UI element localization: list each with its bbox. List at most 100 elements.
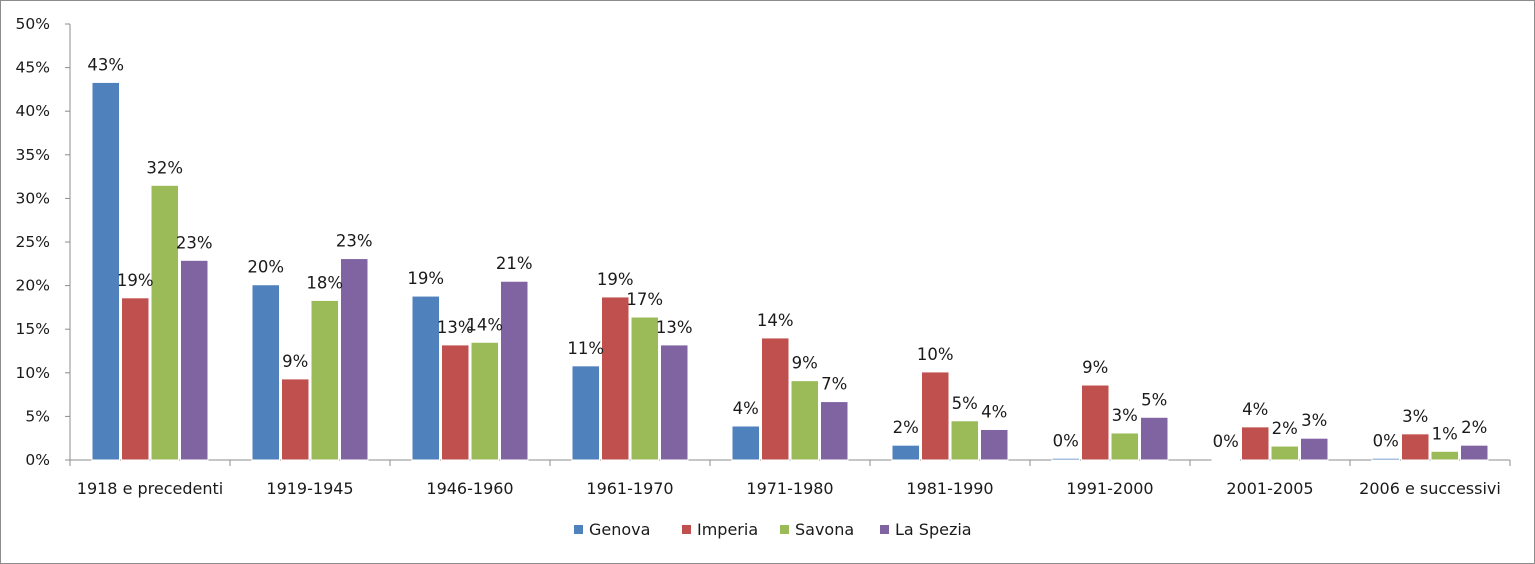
bar-la-spezia [500, 280, 529, 461]
data-labels: 43%20%19%11%4%2%0% 0% 0%19%9%13%19%14%10%9… [87, 55, 1487, 451]
data-label: 32% [146, 158, 183, 177]
data-label: 3% [1112, 406, 1138, 425]
bar-la-spezia [180, 259, 209, 461]
data-label: 7% [821, 375, 847, 394]
x-tick-label: 1918 e precedenti [77, 479, 223, 498]
legend-swatch-genova [574, 525, 583, 534]
x-tick-label: 2006 e successivi [1359, 479, 1501, 498]
bar-la-spezia [820, 401, 849, 461]
bar-savona [310, 299, 339, 461]
data-label: 23% [336, 232, 373, 251]
data-label: 10% [917, 345, 954, 364]
y-tick-label: 10% [16, 364, 50, 382]
y-tick-label: 20% [16, 277, 50, 295]
y-tick-label: 15% [16, 320, 50, 338]
bar-la-spezia [340, 258, 369, 461]
data-label: 9% [1082, 358, 1108, 377]
data-label: 43% [87, 55, 124, 74]
data-label: 1% [1432, 424, 1458, 443]
legend-swatch-savona [780, 525, 789, 534]
y-tick-label: 0% [25, 451, 50, 469]
data-label: 19% [597, 270, 634, 289]
y-tick-label: 25% [16, 233, 50, 251]
legend: Genova Imperia Savona La Spezia [574, 520, 972, 539]
bar-savona [1270, 445, 1299, 461]
x-tick-label: 1946-1960 [426, 479, 513, 498]
bar-la-spezia [1140, 416, 1169, 461]
bar-imperia [441, 344, 470, 461]
bar-imperia [1241, 426, 1270, 461]
data-label: 2% [1272, 419, 1298, 438]
y-tick-label: 45% [16, 59, 50, 77]
y-tick-label: 35% [16, 146, 50, 164]
data-label: 4% [733, 399, 759, 418]
data-label: 5% [1141, 390, 1167, 409]
data-label: 11% [567, 339, 604, 358]
bar-savona [790, 380, 819, 461]
bar-imperia [761, 337, 790, 461]
bar-imperia [1081, 384, 1110, 461]
bar-savona [470, 341, 499, 461]
data-label: 2% [1461, 418, 1487, 437]
data-label: 4% [981, 402, 1007, 421]
x-tick-label: 1981-1990 [906, 479, 993, 498]
y-tick-label: 50% [16, 15, 50, 33]
data-label: 13% [437, 318, 474, 337]
data-label: 21% [496, 254, 533, 273]
bar-imperia [1401, 433, 1430, 461]
bars [91, 81, 1489, 461]
bar-genova [91, 81, 120, 461]
legend-label: Genova [589, 520, 650, 539]
legend-label: Savona [795, 520, 854, 539]
data-label: 18% [306, 273, 343, 292]
data-label: 9% [282, 352, 308, 371]
data-label: 9% [792, 354, 818, 373]
data-label: 3% [1402, 407, 1428, 426]
bar-la-spezia [660, 344, 689, 461]
data-label: 5% [952, 394, 978, 413]
legend-swatch-imperia [682, 525, 691, 534]
data-label: 13% [656, 318, 693, 337]
bar-savona [950, 420, 979, 461]
y-tick-label: 40% [16, 102, 50, 120]
bar-imperia [121, 297, 150, 461]
legend-label: Imperia [697, 520, 758, 539]
bar-genova [731, 425, 760, 461]
bar-savona [150, 184, 179, 461]
data-label: 0% [1373, 431, 1399, 450]
axes: 0% 5% 10% 15% 20% 25% 30% 35% 40% 45% 50% 1918 e pr… [16, 15, 1511, 498]
bar-savona [1110, 432, 1139, 461]
x-tick-label: 1961-1970 [586, 479, 673, 498]
bar-savona [1430, 450, 1459, 461]
data-label: 3% [1301, 411, 1327, 430]
x-tick-label: 1991-2000 [1066, 479, 1153, 498]
bar-imperia [601, 296, 630, 461]
data-label: 14% [466, 315, 503, 334]
data-label: 0% [1053, 431, 1079, 450]
x-tick-label: 1919-1945 [266, 479, 353, 498]
bar-la-spezia [980, 428, 1009, 461]
data-label: 19% [117, 271, 154, 290]
bar-genova [1051, 457, 1080, 461]
legend-swatch-la-spezia [880, 525, 889, 534]
bar-genova [571, 365, 600, 461]
y-tick-label: 5% [25, 407, 50, 425]
bar-la-spezia [1300, 437, 1329, 461]
data-label: 23% [176, 233, 213, 252]
bar-genova [411, 295, 440, 461]
data-label: 0% [1213, 432, 1239, 451]
bar-imperia [921, 371, 950, 461]
y-tick-label: 30% [16, 189, 50, 207]
bar-genova [251, 284, 280, 461]
bar-genova [891, 444, 920, 461]
bar-genova [1371, 457, 1400, 461]
bar-la-spezia [1460, 444, 1489, 461]
data-label: 20% [247, 258, 284, 277]
data-label: 19% [407, 269, 444, 288]
data-label: 4% [1242, 400, 1268, 419]
data-label: 14% [757, 311, 794, 330]
bar-imperia [281, 378, 310, 461]
x-tick-label: 2001-2005 [1226, 479, 1313, 498]
